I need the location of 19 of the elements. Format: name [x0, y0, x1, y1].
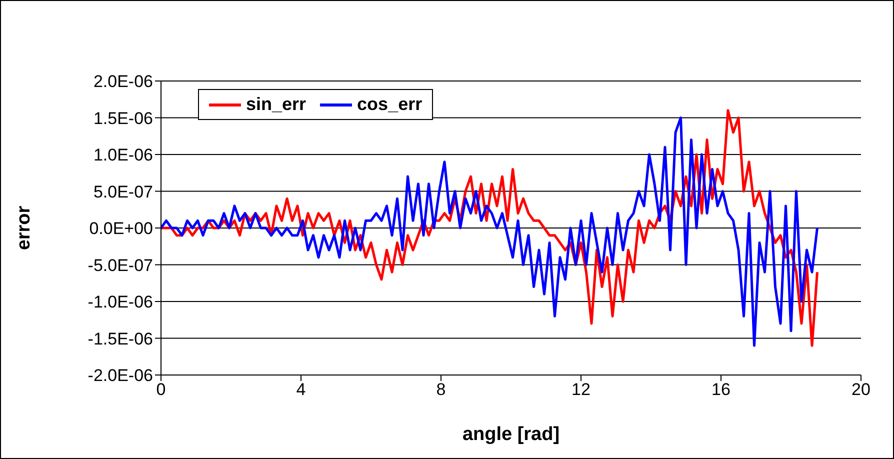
x-tick-label: 0 [156, 380, 166, 400]
legend-label: cos_err [357, 94, 422, 115]
y-tick-label: 0.0E+00 [89, 219, 153, 238]
y-tick-label: 1.5E-06 [93, 108, 153, 128]
y-tick-label: 2.0E-06 [93, 72, 153, 92]
x-axis-title: angle [rad] [462, 424, 560, 445]
y-tick-label: -5.0E-07 [88, 256, 153, 275]
x-tick-label: 8 [436, 380, 446, 400]
x-tick-label: 20 [852, 380, 870, 400]
x-tick-label: 4 [296, 380, 306, 400]
legend-label: sin_err [246, 94, 306, 115]
y-tick-label: -2.0E-06 [88, 366, 153, 386]
x-tick-label: 16 [712, 380, 730, 400]
y-axis-title: error [14, 205, 35, 250]
y-tick-label: -1.5E-06 [88, 329, 153, 348]
x-tick-label: 12 [572, 380, 590, 400]
y-tick-label: 1.0E-06 [93, 146, 153, 165]
y-tick-label: 5.0E-07 [93, 182, 153, 202]
y-tick-label: -1.0E-06 [88, 292, 153, 312]
